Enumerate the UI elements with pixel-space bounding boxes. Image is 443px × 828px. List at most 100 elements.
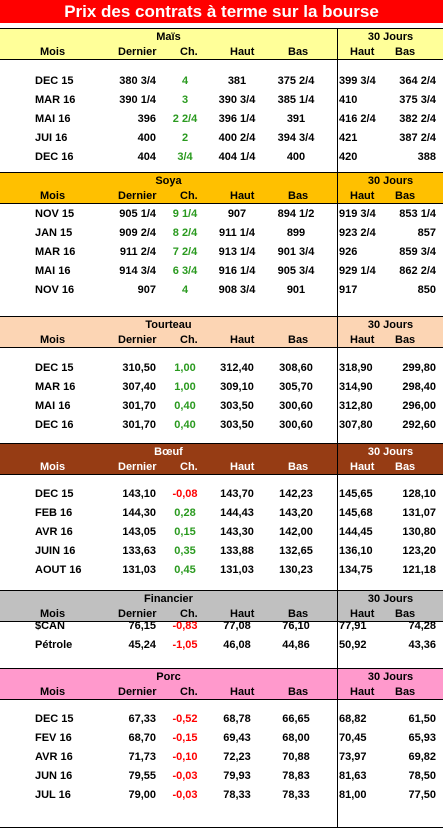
- cell-haut: 390 3/4: [218, 94, 256, 106]
- column-header-haut: Haut: [230, 608, 255, 620]
- cell-jours-bas: 292,60: [402, 419, 436, 431]
- column-divider: [337, 204, 338, 330]
- cell-jours-bas: 853 1/4: [399, 208, 436, 220]
- column-divider: [337, 60, 338, 185]
- cell-mois: MAI 16: [35, 400, 71, 412]
- table-row: FEV 16 68,70 -0,15 69,43 68,00 70,45 65,93: [0, 730, 443, 746]
- cell-jours-bas: 375 3/4: [399, 94, 436, 106]
- section-0: Maïs 30 Jours Mois Dernier Ch. Haut Bas Haut Bas…: [0, 28, 443, 186]
- cell-jours-bas: 121,18: [402, 564, 436, 576]
- cell-mois: DEC 16: [35, 419, 74, 431]
- column-header-haut: Haut: [230, 190, 255, 202]
- column-header-bas: Bas: [288, 461, 309, 473]
- table-row: DEC 15 310,50 1,00 312,40 308,60 318,90 299,80: [0, 360, 443, 376]
- table-row: MAI 16 914 3/4 6 3/4 916 1/4 905 3/4 929 1/4 8…: [0, 263, 443, 279]
- cell-mois: DEC 15: [35, 362, 74, 374]
- cell-bas: 70,88: [282, 751, 310, 763]
- cell-jours-haut: 410: [339, 94, 358, 106]
- cell-dernier: 400: [137, 132, 156, 144]
- cell-ch: 6 3/4: [172, 265, 198, 277]
- column-header-jours-haut: Haut: [350, 686, 375, 698]
- cell-dernier: 79,00: [128, 789, 156, 801]
- cell-dernier: 68,70: [128, 732, 156, 744]
- cell-ch: 0,45: [174, 564, 196, 576]
- cell-haut: 916 1/4: [218, 265, 256, 277]
- cell-jours-haut: 68,82: [339, 713, 367, 725]
- cell-ch: -0,03: [172, 789, 198, 801]
- cell-dernier: 143,10: [122, 488, 156, 500]
- column-header-bas: Bas: [288, 334, 309, 346]
- cell-bas: 130,23: [279, 564, 313, 576]
- column-header-bas: Bas: [288, 190, 309, 202]
- cell-mois: MAR 16: [35, 381, 76, 393]
- cell-bas: 391: [286, 113, 306, 125]
- cell-bas: 394 3/4: [277, 132, 315, 144]
- section-header: Porc 30 Jours Mois Dernier Ch. Haut Bas Haut Bas: [0, 668, 443, 701]
- section-body: DEC 15 67,33 -0,52 68,78 66,65 68,82 61,50 FEV …: [0, 700, 443, 828]
- table-row: DEC 16 301,70 0,40 303,50 300,60 307,80 292,60: [0, 417, 443, 433]
- cell-bas: 68,00: [282, 732, 310, 744]
- page-title: Prix des contrats à terme sur la bourse: [0, 0, 443, 23]
- column-header-ch: Ch.: [180, 334, 198, 346]
- column-divider: [337, 700, 338, 827]
- table-row: NOV 15 905 1/4 9 1/4 907 894 1/2 919 3/4 853 1…: [0, 206, 443, 222]
- cell-jours-bas: 78,50: [408, 770, 436, 782]
- cell-bas: 308,60: [279, 362, 313, 374]
- thirty-days-label: 30 Jours: [367, 446, 414, 458]
- cell-dernier: 909 2/4: [119, 227, 156, 239]
- table-row: DEC 15 67,33 -0,52 68,78 66,65 68,82 61,50: [0, 711, 443, 727]
- column-header-ch: Ch.: [180, 46, 198, 58]
- cell-dernier: 45,24: [128, 639, 156, 651]
- table-row: MAI 16 301,70 0,40 303,50 300,60 312,80 296,00: [0, 398, 443, 414]
- column-header-dernier: Dernier: [118, 334, 157, 346]
- cell-haut: 46,08: [223, 639, 251, 651]
- cell-jours-haut: 917: [339, 284, 358, 296]
- cell-jours-bas: 388: [417, 151, 436, 163]
- column-header-jours-bas: Bas: [395, 334, 416, 346]
- cell-jours-haut: 144,45: [339, 526, 373, 538]
- column-header-haut: Haut: [230, 334, 255, 346]
- column-header-jours-haut: Haut: [350, 461, 375, 473]
- cell-jours-haut: 145,68: [339, 507, 373, 519]
- cell-mois: DEC 15: [35, 75, 74, 87]
- section-body: DEC 15 310,50 1,00 312,40 308,60 318,90 299,80…: [0, 348, 443, 461]
- cell-haut: 72,23: [223, 751, 251, 763]
- table-row: AVR 16 143,05 0,15 143,30 142,00 144,45 130,80: [0, 524, 443, 540]
- cell-haut: 68,78: [223, 713, 251, 725]
- cell-ch: 8 2/4: [172, 227, 198, 239]
- cell-jours-bas: 74,28: [408, 620, 436, 632]
- column-divider: [337, 622, 338, 683]
- table-row: JUI 16 400 2 400 2/4 394 3/4 421 387 2/4: [0, 130, 443, 146]
- column-header-jours-bas: Bas: [395, 461, 416, 473]
- cell-haut: 404 1/4: [218, 151, 256, 163]
- cell-jours-haut: 145,65: [339, 488, 373, 500]
- thirty-days-label: 30 Jours: [367, 671, 414, 683]
- table-row: MAR 16 307,40 1,00 309,10 305,70 314,90 298,40: [0, 379, 443, 395]
- cell-jours-haut: 416 2/4: [339, 113, 376, 125]
- thirty-days-label: 30 Jours: [367, 31, 414, 43]
- cell-bas: 385 1/4: [277, 94, 315, 106]
- cell-dernier: 380 3/4: [119, 75, 156, 87]
- cell-bas: 78,33: [282, 789, 310, 801]
- cell-haut: 381: [227, 75, 247, 87]
- cell-mois: MAR 16: [35, 246, 76, 258]
- cell-ch: 9 1/4: [172, 208, 198, 220]
- cell-jours-bas: 364 2/4: [399, 75, 436, 87]
- cell-jours-haut: 50,92: [339, 639, 367, 651]
- table-row: MAR 16 911 2/4 7 2/4 913 1/4 901 3/4 926 859 3…: [0, 244, 443, 260]
- column-header-jours-haut: Haut: [350, 46, 375, 58]
- column-header-jours-bas: Bas: [395, 190, 416, 202]
- cell-haut: 908 3/4: [218, 284, 256, 296]
- column-header-dernier: Dernier: [118, 46, 157, 58]
- cell-ch: 1,00: [174, 362, 196, 374]
- section-name: Porc: [156, 671, 181, 683]
- cell-dernier: 907: [137, 284, 156, 296]
- cell-bas: 66,65: [282, 713, 310, 725]
- cell-jours-bas: 382 2/4: [399, 113, 436, 125]
- cell-jours-bas: 387 2/4: [399, 132, 436, 144]
- cell-mois: JAN 15: [35, 227, 73, 239]
- cell-bas: 78,83: [282, 770, 310, 782]
- cell-ch: 0,28: [174, 507, 196, 519]
- cell-haut: 143,70: [220, 488, 254, 500]
- thirty-days-label: 30 Jours: [367, 175, 414, 187]
